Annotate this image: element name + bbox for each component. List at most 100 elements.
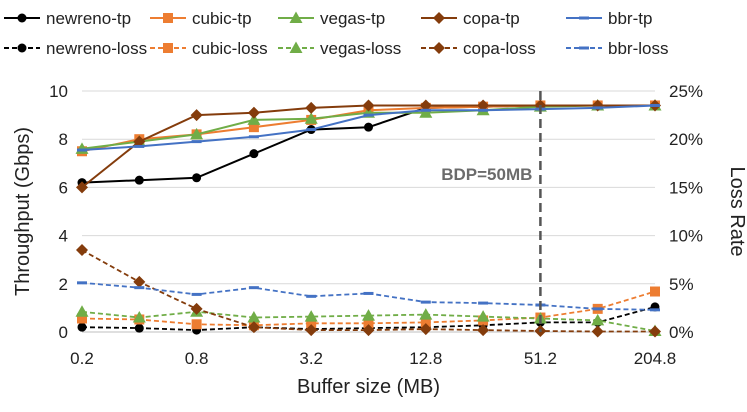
y-tick-label-4: 4: [59, 227, 68, 246]
point-copa-loss-6: [419, 323, 432, 336]
y-tick-label-10: 10: [49, 82, 68, 101]
y-tick-label-8: 8: [59, 130, 68, 149]
point-vegas-loss-4: [304, 310, 318, 322]
point-cubic-loss-0: [77, 313, 87, 324]
point-cubic-loss-2: [191, 319, 202, 330]
x-tick-label-3.2: 3.2: [299, 349, 323, 368]
point-copa-loss-0: [76, 244, 88, 257]
point-copa-loss-5: [362, 324, 375, 337]
legend-item-copa-loss: copa-loss: [421, 39, 536, 58]
axes: 0 2 4 6 8 10 0% 5% 10% 15% 20% 25% 0.2 0.8 3.2 12.8 51.2…: [12, 82, 747, 398]
point-copa-loss-3: [247, 321, 260, 334]
legend-marker-cubic-loss: [163, 43, 173, 53]
point-bbr-tp-10: [650, 103, 660, 107]
gridlines: [82, 90, 655, 285]
legend-marker-vegas-tp: [289, 11, 303, 23]
point-bbr-tp-6: [420, 108, 431, 112]
y2-tick-label-5pct: 5%: [669, 275, 694, 294]
point-copa-tp-2: [190, 109, 203, 122]
point-newreno-tp-5: [364, 122, 373, 132]
point-newreno-tp-3: [249, 149, 259, 159]
line-copa-tp: [81, 104, 655, 189]
point-vegas-tp-2: [190, 127, 204, 140]
point-copa-tp-7: [477, 99, 490, 112]
point-bbr-tp-5: [363, 113, 374, 117]
point-vegas-loss-7: [476, 310, 490, 322]
point-cubic-loss-4: [306, 318, 317, 329]
legend-label-vegas-loss: vegas-loss: [320, 39, 401, 58]
point-bbr-loss-6: [420, 300, 431, 304]
y2-tick-label-15pct: 15%: [669, 178, 703, 197]
legend-label-cubic-loss: cubic-loss: [192, 39, 268, 58]
point-vegas-loss-3: [247, 311, 261, 323]
legend-marker-cubic-tp: [163, 13, 173, 23]
point-bbr-loss-9: [592, 307, 603, 311]
point-bbr-loss-2: [191, 292, 202, 296]
y2-tick-label-0pct: 0%: [669, 323, 694, 342]
series-bbr-tp: [77, 103, 660, 152]
point-newreno-loss-0: [77, 322, 87, 332]
point-copa-loss-10: [649, 325, 661, 338]
legend-marker-newreno-tp: [17, 13, 27, 23]
point-vegas-loss-0: [75, 305, 89, 317]
point-bbr-tp-0: [77, 148, 87, 152]
point-copa-loss-4: [305, 324, 318, 337]
point-copa-loss-2: [190, 302, 203, 315]
y-tick-label-6: 6: [59, 178, 68, 197]
point-bbr-loss-4: [306, 294, 317, 298]
point-copa-tp-6: [419, 99, 432, 112]
legend-item-bbr-loss: bbr-loss: [566, 39, 668, 58]
point-copa-tp-5: [362, 99, 375, 112]
y-tick-label-2: 2: [59, 275, 68, 294]
point-cubic-loss-5: [363, 318, 374, 329]
series-copa-loss: [76, 244, 661, 338]
point-newreno-tp-1: [134, 175, 144, 185]
legend-item-copa-tp: copa-tp: [421, 9, 520, 28]
point-bbr-loss-10: [650, 308, 660, 312]
point-copa-loss-9: [591, 325, 604, 338]
legend-label-vegas-tp: vegas-tp: [320, 9, 385, 28]
legend-item-bbr-tp: bbr-tp: [566, 9, 652, 28]
legend-marker-bbr-loss: [579, 46, 589, 50]
point-newreno-loss-1: [134, 323, 144, 333]
series-layer: [75, 98, 662, 338]
y-tick-label-0: 0: [59, 323, 68, 342]
legend-item-newreno-tp: newreno-tp: [4, 9, 131, 28]
x-tick-label-51.2: 51.2: [524, 349, 557, 368]
legend-label-newreno-loss: newreno-loss: [46, 39, 147, 58]
point-bbr-loss-3: [248, 286, 259, 290]
x-tick-label-12.8: 12.8: [409, 349, 442, 368]
point-newreno-tp-2: [192, 173, 202, 183]
legend-label-copa-tp: copa-tp: [463, 9, 520, 28]
legend-item-vegas-loss: vegas-loss: [278, 39, 401, 58]
series-bbr-loss: [77, 281, 660, 312]
point-bbr-tp-7: [478, 108, 489, 112]
y2-axis-title: Loss Rate: [726, 166, 747, 256]
legend-label-cubic-tp: cubic-tp: [192, 9, 252, 28]
point-vegas-loss-9: [591, 313, 605, 326]
line-copa-loss: [81, 249, 655, 333]
legend-label-bbr-tp: bbr-tp: [608, 9, 652, 28]
legend-marker-bbr-tp: [579, 16, 589, 20]
point-bbr-loss-7: [478, 301, 489, 305]
point-vegas-tp-6: [419, 106, 433, 118]
point-bbr-tp-4: [306, 128, 317, 132]
x-tick-label-0.2: 0.2: [70, 349, 94, 368]
x-tick-label-0.8: 0.8: [185, 349, 209, 368]
x-axis-title: Buffer size (MB): [297, 376, 440, 398]
y2-tick-label-20pct: 20%: [669, 130, 703, 149]
point-bbr-tp-1: [134, 144, 145, 148]
point-copa-loss-1: [133, 275, 146, 288]
point-bbr-tp-2: [191, 140, 202, 144]
legend-item-cubic-tp: cubic-tp: [150, 9, 252, 28]
point-vegas-tp-4: [304, 112, 318, 124]
bdp-annotation-label: BDP=50MB: [441, 165, 532, 184]
point-copa-tp-3: [247, 106, 260, 119]
point-vegas-loss-6: [419, 308, 433, 320]
point-bbr-loss-1: [134, 286, 145, 290]
y-axis-title: Throughput (Gbps): [12, 127, 34, 296]
legend-label-bbr-loss: bbr-loss: [608, 39, 668, 58]
legend-marker-vegas-loss: [289, 41, 303, 53]
point-bbr-loss-0: [77, 281, 87, 285]
